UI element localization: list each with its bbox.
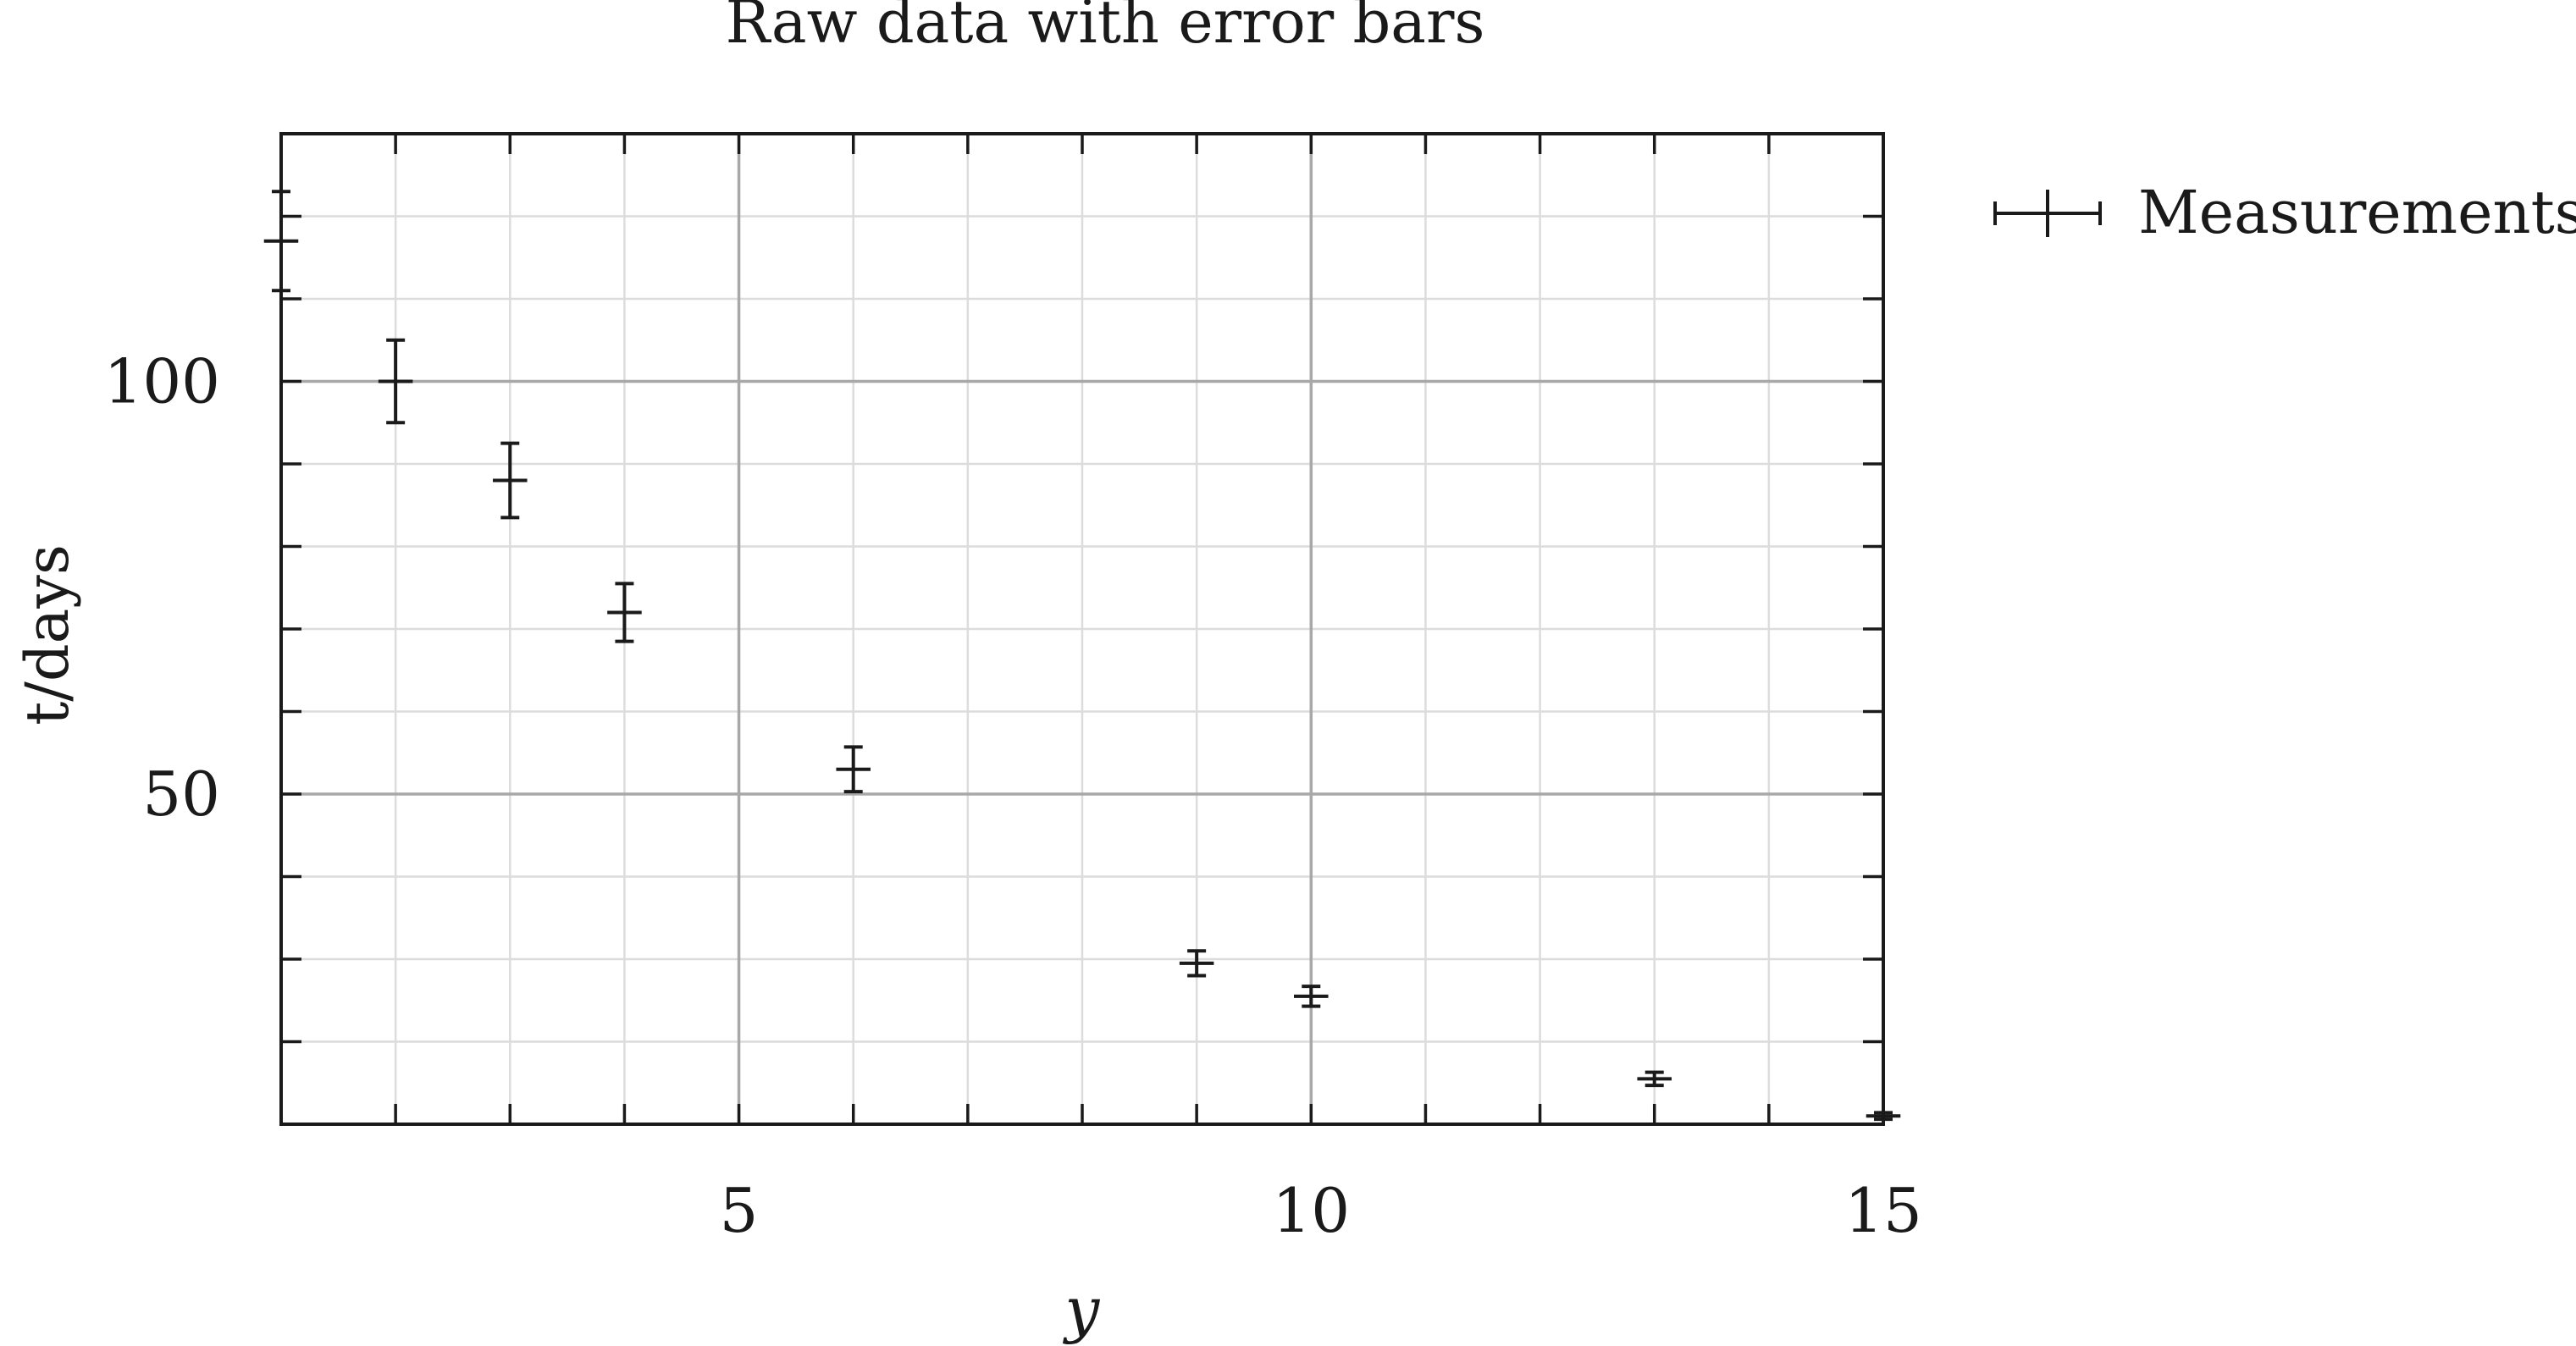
tick-labels: 5 10 15 50 100 <box>104 346 1922 1247</box>
data-point <box>1637 1070 1672 1088</box>
x-tick-label: 10 <box>1272 1175 1350 1246</box>
y-axis-label: t/days <box>13 544 82 725</box>
x-tick-label: 5 <box>720 1175 759 1246</box>
data-point <box>1866 1111 1901 1122</box>
data-point <box>263 190 299 293</box>
x-axis-label: y <box>1063 1274 1101 1345</box>
data-point <box>493 441 528 520</box>
chart-title: Raw data with error bars <box>726 0 1485 57</box>
plot-frame <box>279 132 1885 1126</box>
minor-grid <box>279 134 1885 1124</box>
data-point <box>1179 949 1214 978</box>
legend-label-measurements: Measurements <box>2138 178 2576 247</box>
data-point <box>836 745 871 794</box>
x-tick-label: 15 <box>1844 1175 1922 1246</box>
data-point <box>1294 985 1329 1008</box>
data-point <box>607 582 642 643</box>
data-points <box>263 190 1901 1122</box>
y-tick-label: 100 <box>104 346 220 417</box>
legend-errorbar-symbol <box>1993 190 2102 237</box>
y-tick-label: 50 <box>142 759 220 830</box>
legend: Measurements <box>1993 178 2576 247</box>
data-point <box>378 338 413 425</box>
